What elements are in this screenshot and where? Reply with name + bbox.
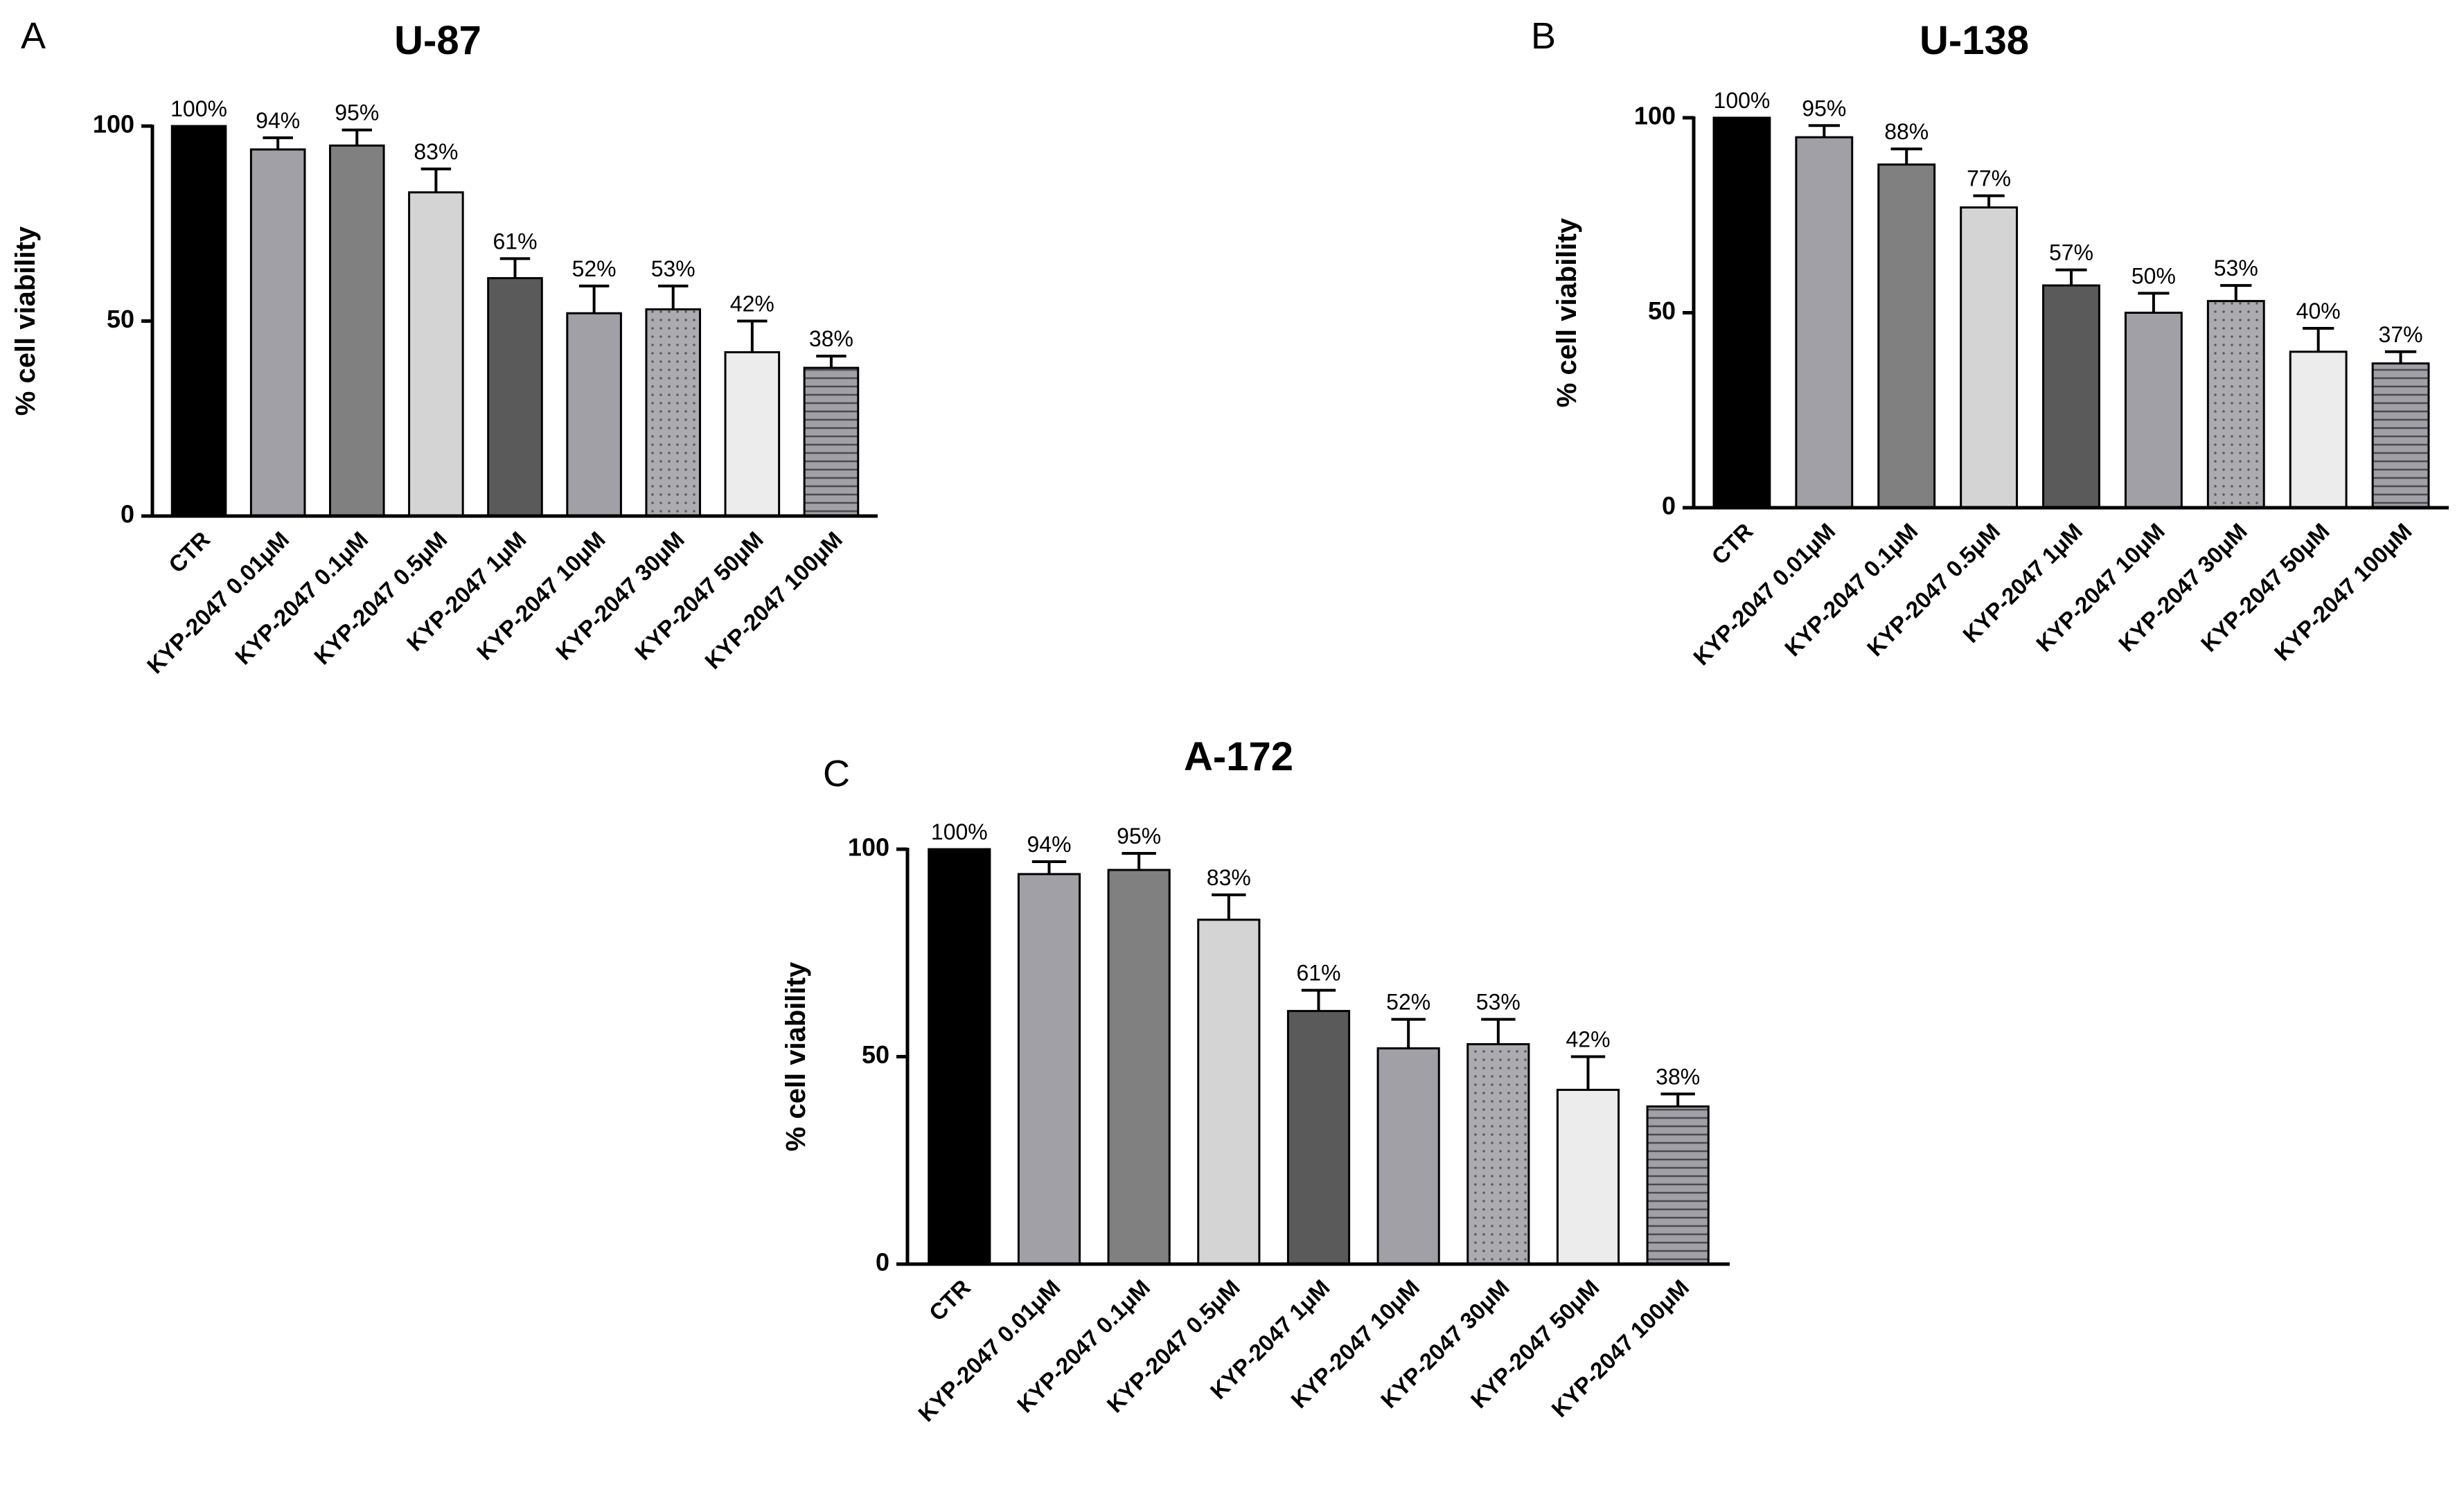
bar [1197, 918, 1261, 1265]
y-tick-label: 0 [1662, 492, 1676, 520]
chart-title: U-138 [1920, 18, 2029, 63]
value-label: 95% [335, 100, 379, 125]
value-label: 88% [1884, 119, 1929, 144]
bar [566, 312, 622, 517]
y-tick-label: 50 [107, 305, 134, 333]
value-label: 100% [931, 819, 988, 844]
bar [328, 144, 385, 517]
value-label: 38% [809, 326, 853, 351]
bar [1286, 1010, 1351, 1265]
bar [408, 191, 464, 517]
value-label: 95% [1802, 96, 1846, 121]
value-label: 38% [1656, 1064, 1700, 1089]
y-axis-label: % cell viability [1552, 217, 1582, 407]
x-tick-label: CTR [163, 526, 215, 578]
bar [1960, 206, 2019, 509]
y-tick-label: 0 [121, 500, 134, 528]
value-label: 53% [1476, 990, 1521, 1015]
bar [170, 125, 227, 517]
bar [928, 848, 991, 1265]
value-label: 100% [170, 96, 227, 121]
y-tick-label: 100 [1634, 102, 1676, 130]
bar [1795, 136, 1854, 509]
value-label: 50% [2131, 263, 2176, 288]
x-tick-label: CTR [924, 1274, 975, 1326]
value-label: 57% [2049, 240, 2093, 265]
value-label: 40% [2296, 299, 2341, 323]
value-label: 100% [1714, 88, 1771, 113]
chart-title: A-172 [1184, 734, 1293, 779]
bar [487, 277, 543, 517]
value-label: 95% [1117, 824, 1161, 849]
y-tick-label: 100 [848, 833, 889, 862]
value-label: 94% [1027, 832, 1071, 857]
bar [2042, 284, 2100, 509]
y-tick-label: 100 [93, 110, 134, 139]
panel-label: C [823, 753, 850, 794]
bar [1017, 873, 1081, 1265]
bar [1556, 1088, 1620, 1265]
bar [2124, 312, 2183, 509]
bar [1877, 163, 1936, 509]
bar [1376, 1047, 1440, 1265]
value-label: 42% [1566, 1027, 1610, 1052]
value-label: 37% [2379, 322, 2423, 347]
y-axis-label: % cell viability [781, 961, 811, 1151]
y-tick-label: 50 [862, 1040, 889, 1069]
x-tick-label: KYP-2047 100μM [700, 526, 847, 674]
x-tick-label: KYP-2047 0.01μM [1688, 518, 1840, 670]
bar [2289, 350, 2348, 509]
value-label: 53% [651, 256, 695, 281]
x-tick-label: KYP-2047 100μM [2269, 518, 2417, 666]
value-label: 52% [572, 256, 617, 281]
bar [249, 148, 306, 517]
x-tick-label: CTR [1706, 518, 1757, 569]
bar [803, 366, 860, 517]
value-label: 42% [730, 292, 774, 317]
value-label: 52% [1386, 990, 1430, 1015]
value-label: 83% [414, 139, 458, 164]
bar [645, 308, 702, 517]
y-tick-label: 50 [1648, 296, 1676, 325]
value-label: 61% [493, 229, 537, 254]
x-tick-label: KYP-2047 0.01μM [142, 526, 294, 678]
bar [724, 351, 781, 517]
chart-title: U-87 [394, 18, 481, 63]
bar [2206, 300, 2265, 509]
value-label: 77% [1967, 166, 2011, 191]
value-label: 83% [1207, 865, 1251, 890]
x-tick-label: KYP-2047 0.5μM [309, 526, 452, 669]
value-label: 94% [256, 108, 300, 133]
bar [1107, 869, 1171, 1265]
bar [1646, 1105, 1710, 1265]
bar [2371, 362, 2430, 509]
y-tick-label: 0 [876, 1248, 889, 1277]
x-tick-label: KYP-2047 0.1μM [230, 526, 373, 669]
bar [1466, 1043, 1530, 1265]
bar [1712, 116, 1771, 509]
panel-label: B [1531, 15, 1556, 57]
value-label: 61% [1296, 961, 1340, 986]
y-axis-label: % cell viability [10, 226, 41, 416]
value-label: 53% [2214, 256, 2258, 281]
panel-label: A [21, 15, 46, 57]
